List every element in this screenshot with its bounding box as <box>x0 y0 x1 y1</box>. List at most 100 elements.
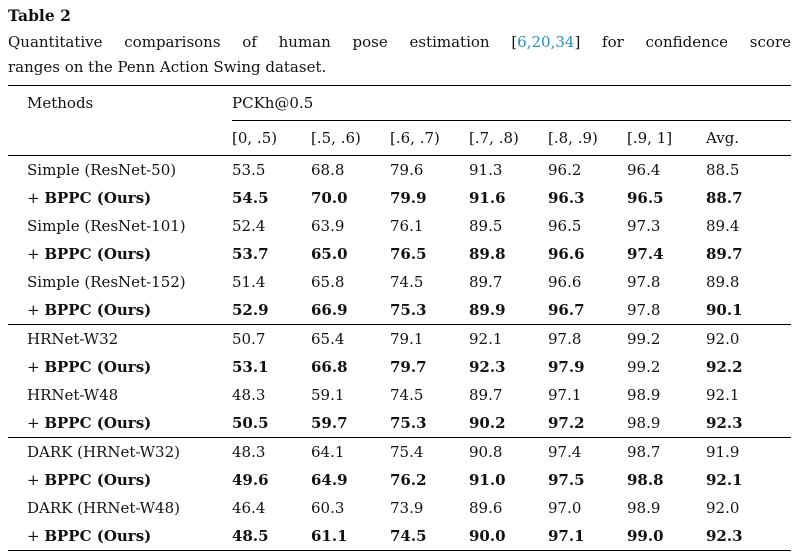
method-label: + BPPC (Ours) <box>8 296 232 325</box>
caption-line-1: Quantitative comparisons of human pose e… <box>8 30 791 55</box>
table-row: Simple (ResNet-101) 52.4 63.9 76.1 89.5 96.5 9… <box>8 212 791 240</box>
value-cell: 96.7 <box>548 301 585 319</box>
value-cell: 89.8 <box>706 273 740 291</box>
results-table-body: Simple (ResNet-50) 53.5 68.8 79.6 91.3 96.2 96… <box>8 156 791 551</box>
method-label: Simple (ResNet-152) <box>8 268 232 296</box>
value-cell: 65.8 <box>311 273 345 291</box>
method-name: BPPC (Ours) <box>44 245 152 263</box>
method-name: DARK (HRNet-W32) <box>27 443 180 461</box>
value-cell: 91.6 <box>469 189 506 207</box>
value-cell: 97.8 <box>548 324 627 353</box>
value-cell: 99.0 <box>627 527 664 545</box>
method-name: BPPC (Ours) <box>44 301 152 319</box>
column-header: [.7, .8) <box>469 120 548 156</box>
value-cell: 53.5 <box>232 161 266 179</box>
value-cell: 64.9 <box>311 471 348 489</box>
method-label: + BPPC (Ours) <box>8 466 232 494</box>
value-cell: 53.7 <box>232 245 269 263</box>
value-cell: 98.8 <box>627 471 664 489</box>
value-cell: 99.2 <box>627 358 661 376</box>
header-row-columns: [0, .5) [.5, .6) [.6, .7) [.7, .8) [.8, .9)[… <box>8 120 791 156</box>
value-cell: 98.9 <box>627 386 661 404</box>
value-cell: 68.8 <box>311 161 345 179</box>
value-cell: 65.0 <box>311 245 348 263</box>
method-label: + BPPC (Ours) <box>8 409 232 438</box>
value-cell: 96.5 <box>548 217 582 235</box>
value-cell: 73.9 <box>390 499 424 517</box>
table-row: + BPPC (Ours) 53.1 66.8 79.7 92.3 97.9 99.2 92.… <box>8 353 791 381</box>
value-cell: 64.1 <box>311 437 390 466</box>
method-label: DARK (HRNet-W32) <box>8 437 232 466</box>
value-cell: 96.4 <box>627 161 661 179</box>
value-cell: 76.2 <box>390 471 427 489</box>
value-cell: 65.4 <box>311 324 390 353</box>
column-header: Avg. <box>706 120 791 156</box>
header-row-groups: Methods PCKh@0.5 <box>8 85 791 121</box>
value-cell: 76.1 <box>390 217 424 235</box>
results-table: Methods PCKh@0.5 [0, .5) [.5, .6) [.6, .7)… <box>8 85 791 551</box>
pckh-group-header: PCKh@0.5 <box>232 85 791 121</box>
method-name: HRNet-W48 <box>27 386 119 404</box>
method-label: DARK (HRNet-W48) <box>8 494 232 522</box>
method-name: BPPC (Ours) <box>44 471 152 489</box>
value-cell: 97.9 <box>548 358 585 376</box>
value-cell: 96.5 <box>627 189 664 207</box>
table-row: + BPPC (Ours) 49.6 64.9 76.2 91.0 97.5 98.8 92.… <box>8 466 791 494</box>
caption-line-2: ranges on the Penn Action Swing dataset. <box>8 58 327 76</box>
column-header: [.5, .6) <box>311 120 390 156</box>
value-cell: 74.5 <box>390 386 424 404</box>
value-cell: 90.8 <box>469 437 548 466</box>
caption-text-after: ] for confidence score <box>574 33 791 51</box>
value-cell: 96.2 <box>548 161 582 179</box>
value-cell: 79.1 <box>390 324 469 353</box>
value-cell: 92.0 <box>706 324 791 353</box>
table-row: HRNet-W32 50.7 65.4 79.1 92.1 97.8 99.2 92.0 <box>8 324 791 353</box>
method-label: + BPPC (Ours) <box>8 184 232 212</box>
value-cell: 48.5 <box>232 527 269 545</box>
value-cell: 97.5 <box>548 471 585 489</box>
citation-links[interactable]: 6,20,34 <box>517 33 575 51</box>
method-prefix: + <box>27 245 45 263</box>
method-label: HRNet-W32 <box>8 324 232 353</box>
value-cell: 75.4 <box>390 437 469 466</box>
value-cell: 97.8 <box>627 273 661 291</box>
value-cell: 66.8 <box>311 358 348 376</box>
value-cell: 98.9 <box>627 499 661 517</box>
value-cell: 50.7 <box>232 324 311 353</box>
value-cell: 98.7 <box>627 437 706 466</box>
value-cell: 96.6 <box>548 245 585 263</box>
value-cell: 79.7 <box>390 358 427 376</box>
value-cell: 52.4 <box>232 217 266 235</box>
table-row: + BPPC (Ours) 52.9 66.9 75.3 89.9 96.7 97.8 90.… <box>8 296 791 325</box>
methods-header: Methods <box>27 94 94 113</box>
value-cell: 97.3 <box>627 217 661 235</box>
table-row: DARK (HRNet-W48) 46.4 60.3 73.9 89.6 97.0 98.9… <box>8 494 791 522</box>
table-row: + BPPC (Ours) 53.7 65.0 76.5 89.8 96.6 97.4 89.… <box>8 240 791 268</box>
value-cell: 51.4 <box>232 273 266 291</box>
value-cell: 92.1 <box>706 386 740 404</box>
method-label: + BPPC (Ours) <box>8 522 232 551</box>
table-row: + BPPC (Ours) 50.5 59.7 75.3 90.2 97.2 98.9 92.… <box>8 409 791 438</box>
method-name: BPPC (Ours) <box>44 358 152 376</box>
method-label: Simple (ResNet-101) <box>8 212 232 240</box>
value-cell: 54.5 <box>232 189 269 207</box>
value-cell: 49.6 <box>232 471 269 489</box>
value-cell: 79.6 <box>390 161 424 179</box>
value-cell: 92.1 <box>706 471 743 489</box>
value-cell: 89.7 <box>706 245 743 263</box>
value-cell: 52.9 <box>232 301 269 319</box>
caption-text-before: Quantitative comparisons of human pose e… <box>8 33 518 51</box>
value-cell: 89.7 <box>469 273 503 291</box>
method-prefix: + <box>27 358 45 376</box>
column-header: [.9, 1] <box>627 120 706 156</box>
value-cell: 61.1 <box>311 527 348 545</box>
value-cell: 60.3 <box>311 499 345 517</box>
value-cell: 46.4 <box>232 499 266 517</box>
value-cell: 79.9 <box>390 189 427 207</box>
value-cell: 48.3 <box>232 437 311 466</box>
value-cell: 97.0 <box>548 499 582 517</box>
value-cell: 91.3 <box>469 161 503 179</box>
method-label: + BPPC (Ours) <box>8 240 232 268</box>
value-cell: 75.3 <box>390 301 427 319</box>
